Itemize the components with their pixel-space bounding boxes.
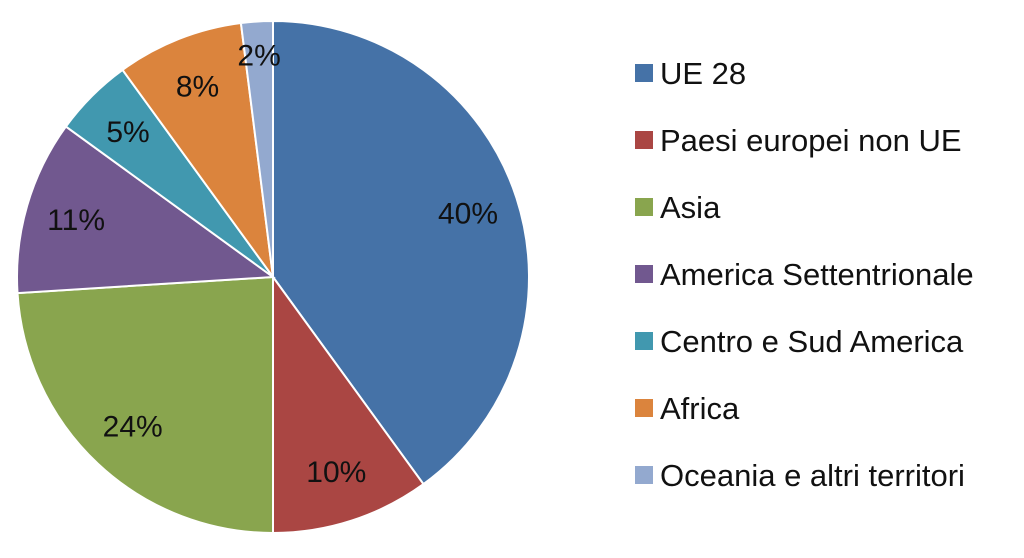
legend-swatch-asia (635, 198, 653, 216)
legend-swatch-oceania-e-altri-territori (635, 466, 653, 484)
pie-slice-asia (16, 275, 274, 535)
legend-swatch-paesi-europei-non-ue (635, 131, 653, 149)
legend-swatch-ue-28 (635, 64, 653, 82)
legend-swatch-africa (635, 399, 653, 417)
pie-slice-america-settentrionale (16, 125, 276, 295)
pie-slice-ue-28 (272, 19, 530, 486)
legend-item-oceania-e-altri-territori: Oceania e altri territori (635, 458, 965, 493)
slice-label-america-settentrionale: 11% (47, 204, 105, 237)
legend-label-africa: Africa (660, 391, 740, 426)
legend-label-america-settentrionale: America Settentrionale (660, 257, 974, 292)
legend-item-asia: Asia (635, 190, 721, 225)
pie-slice-paesi-europei-non-ue (272, 273, 425, 535)
slice-label-paesi-europei-non-ue: 10% (306, 456, 366, 489)
legend-item-paesi-europei-non-ue: Paesi europei non UE (635, 123, 962, 158)
slice-label-africa: 8% (176, 70, 219, 103)
legend-swatch-america-settentrionale (635, 265, 653, 283)
legend-label-oceania-e-altri-territori: Oceania e altri territori (660, 458, 965, 493)
legend-item-africa: Africa (635, 391, 740, 426)
legend-item-centro-e-sud-america: Centro e Sud America (635, 324, 964, 359)
slice-label-centro-e-sud-america: 5% (106, 116, 149, 149)
legend-item-america-settentrionale: America Settentrionale (635, 257, 974, 292)
pie-slices (16, 19, 530, 535)
legend-label-paesi-europei-non-ue: Paesi europei non UE (660, 123, 962, 158)
legend-label-ue-28: UE 28 (660, 56, 746, 91)
slice-label-oceania-e-altri-territori: 2% (237, 39, 280, 72)
legend-label-centro-e-sud-america: Centro e Sud America (660, 324, 964, 359)
pie-slice-oceania-e-altri-territori (239, 19, 274, 278)
pie-slice-labels: 40% 10% 24% 11% 5% 8% 2% (47, 39, 498, 489)
legend-label-asia: Asia (660, 190, 721, 225)
slice-label-ue-28: 40% (438, 198, 498, 231)
legend-swatch-centro-e-sud-america (635, 332, 653, 350)
pie-slice-africa (121, 21, 274, 278)
slice-label-asia: 24% (103, 410, 163, 443)
legend-item-ue-28: UE 28 (635, 56, 746, 91)
legend: UE 28 Paesi europei non UE Asia America Set… (635, 56, 974, 493)
